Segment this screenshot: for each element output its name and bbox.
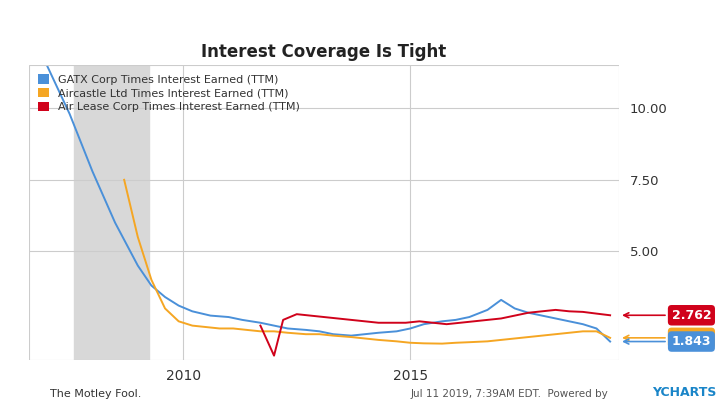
Legend: GATX Corp Times Interest Earned (TTM), Aircastle Ltd Times Interest Earned (TTM): GATX Corp Times Interest Earned (TTM), A… bbox=[35, 71, 303, 116]
Text: The Motley Fool.: The Motley Fool. bbox=[50, 389, 142, 399]
Text: 2.762: 2.762 bbox=[624, 309, 711, 322]
Text: 1.972: 1.972 bbox=[624, 331, 711, 344]
Title: Interest Coverage Is Tight: Interest Coverage Is Tight bbox=[202, 43, 446, 61]
Bar bbox=[74, 65, 149, 360]
Text: Jul 11 2019, 7:39AM EDT.  Powered by: Jul 11 2019, 7:39AM EDT. Powered by bbox=[410, 389, 611, 399]
Text: 1.843: 1.843 bbox=[624, 335, 711, 348]
Bar bbox=[29, 65, 619, 360]
Text: YCHARTS: YCHARTS bbox=[652, 386, 716, 399]
